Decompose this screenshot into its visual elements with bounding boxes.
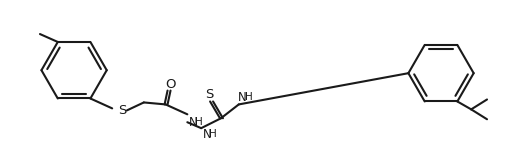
Text: H: H — [245, 92, 252, 103]
Text: S: S — [205, 88, 213, 101]
Text: N: N — [238, 91, 247, 104]
Text: H: H — [195, 117, 203, 127]
Text: H: H — [209, 129, 217, 139]
Text: S: S — [118, 104, 126, 117]
Text: O: O — [165, 78, 176, 91]
Text: N: N — [203, 128, 211, 141]
Text: N: N — [189, 116, 198, 129]
